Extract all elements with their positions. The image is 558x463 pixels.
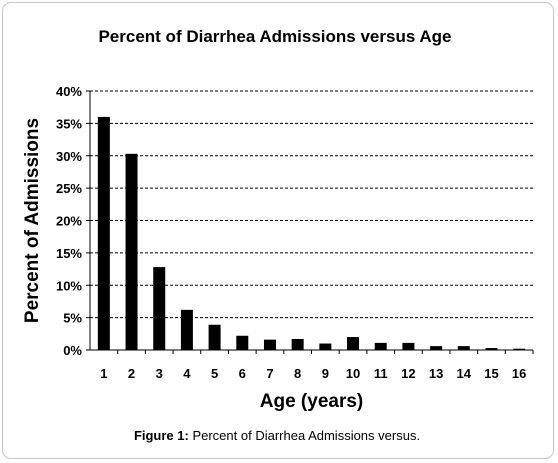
x-tick-label: 7 — [266, 366, 273, 381]
y-tick-label: 25% — [56, 181, 82, 196]
y-tick-label: 30% — [56, 149, 82, 164]
y-tick-label: 15% — [56, 246, 82, 261]
x-tick-label: 16 — [512, 366, 526, 381]
bar — [263, 339, 276, 350]
x-tick-label: 5 — [211, 366, 218, 381]
bar — [291, 338, 304, 350]
bar — [485, 348, 498, 350]
x-tick-label: 6 — [239, 366, 246, 381]
bar — [513, 348, 526, 350]
bar — [402, 342, 415, 350]
x-tick-label: 1 — [100, 366, 107, 381]
x-tick-label: 9 — [322, 366, 329, 381]
bar — [208, 324, 221, 350]
y-tick-label: 0% — [63, 343, 82, 358]
bar — [457, 346, 470, 350]
y-tick-label: 40% — [56, 84, 82, 99]
bar — [153, 267, 166, 350]
bar — [180, 309, 193, 350]
y-tick-label: 35% — [56, 116, 82, 131]
x-tick-label: 2 — [128, 366, 135, 381]
x-tick-label: 13 — [429, 366, 443, 381]
bar — [319, 343, 332, 350]
x-tick-label: 3 — [156, 366, 163, 381]
bar — [125, 153, 138, 350]
x-tick-label: 10 — [346, 366, 360, 381]
figure-frame — [2, 2, 554, 459]
y-tick-label: 5% — [63, 311, 82, 326]
bar-chart: 0%5%10%15%20%25%30%35%40%1 2 3 4 5 6 7 8 9 10 11 12… — [22, 84, 534, 412]
figure-caption: Figure 1: Percent of Diarrhea Admissions… — [0, 428, 554, 443]
caption-label: Figure 1: — [133, 428, 189, 443]
chart-title: Percent of Diarrhea Admissions versus Ag… — [98, 27, 452, 46]
x-tick-label: 4 — [183, 366, 191, 381]
x-tick-label: 14 — [457, 366, 472, 381]
bar — [347, 337, 360, 350]
x-tick-label: 11 — [374, 366, 388, 381]
x-tick-label: 15 — [484, 366, 498, 381]
y-tick-label: 10% — [56, 278, 82, 293]
y-tick-label: 20% — [56, 214, 82, 229]
bar — [236, 335, 249, 350]
x-tick-label: 12 — [401, 366, 415, 381]
bar — [430, 346, 443, 350]
bar — [97, 116, 110, 351]
bar — [374, 342, 387, 350]
x-tick-label: 8 — [294, 366, 301, 381]
y-axis-title: Percent of Admissions — [22, 118, 43, 323]
x-axis-title: Age (years) — [260, 391, 364, 412]
caption-text: Percent of Diarrhea Admissions versus. — [188, 428, 421, 443]
